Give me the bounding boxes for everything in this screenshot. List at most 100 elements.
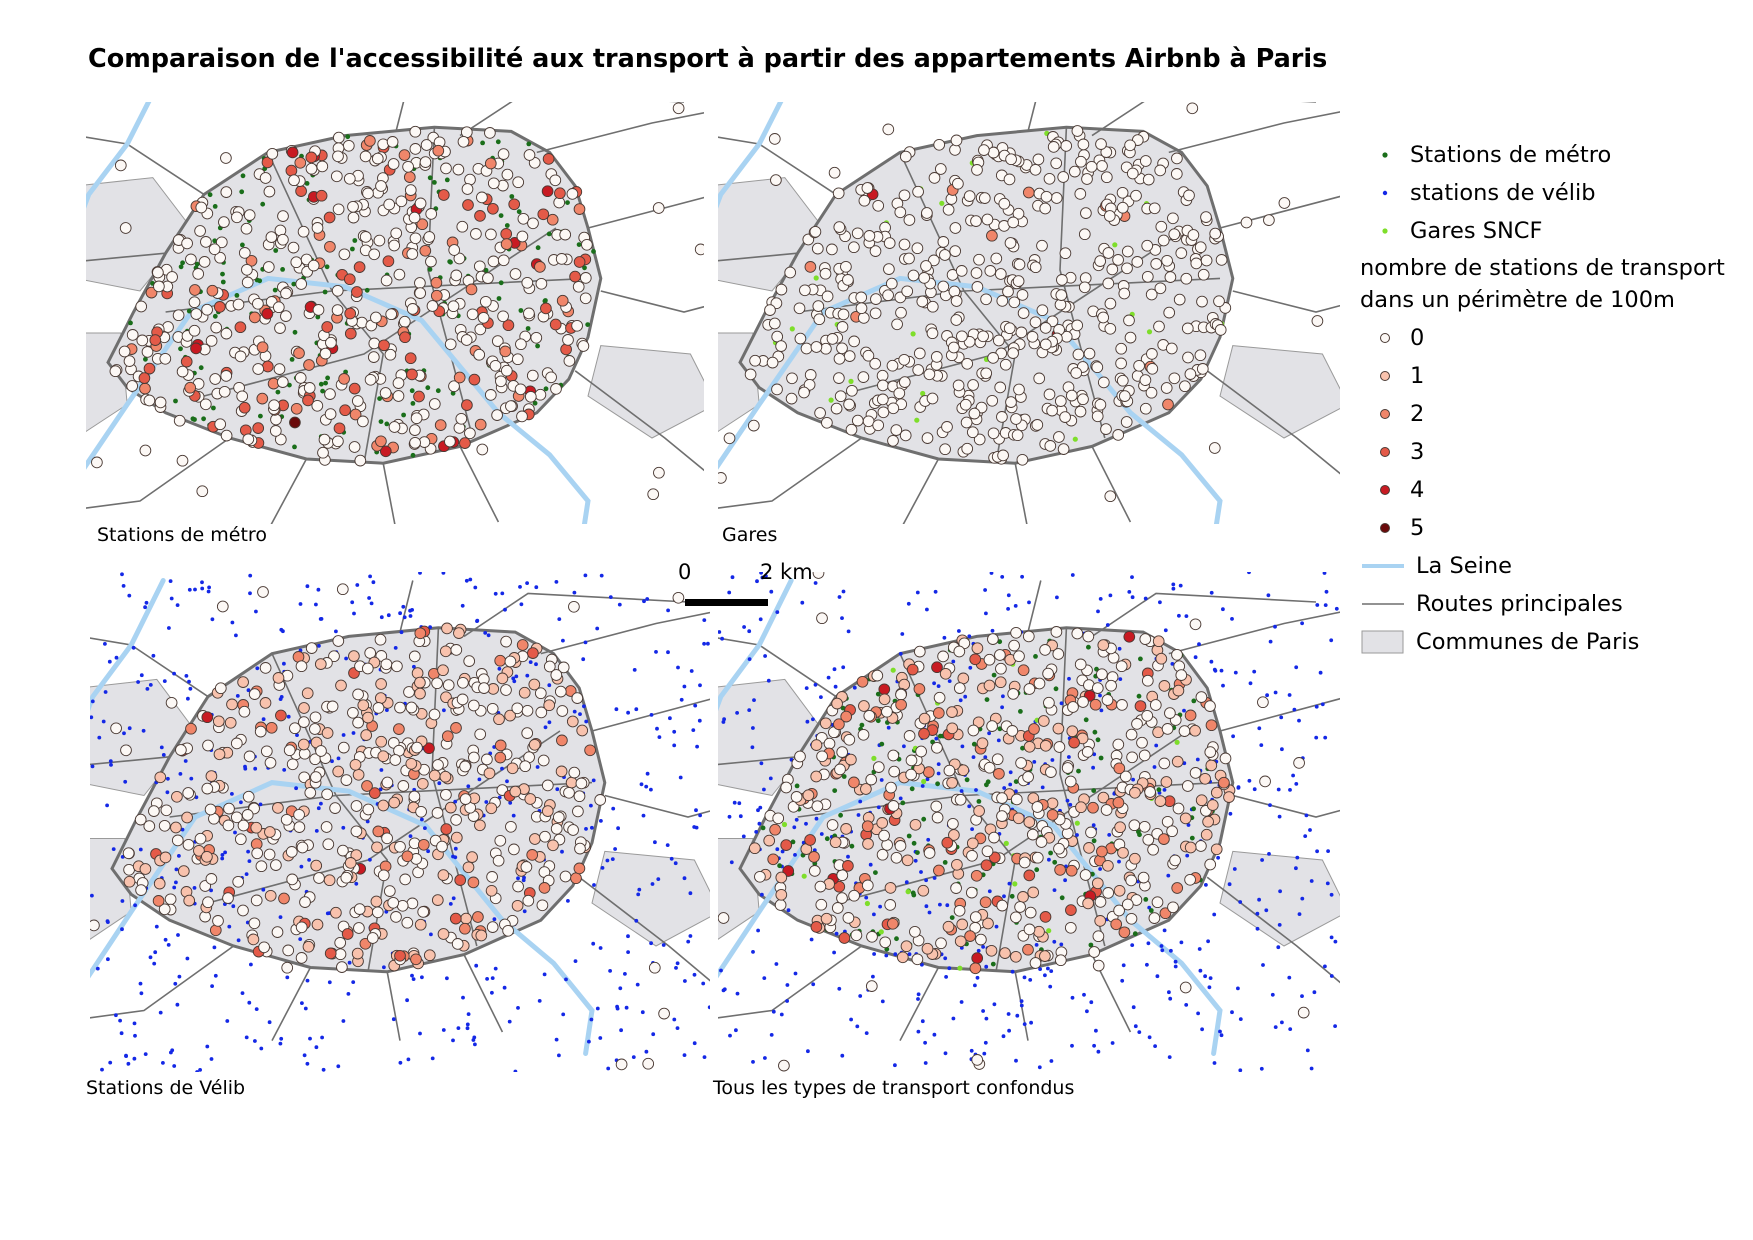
airbnb-apartment-point [310, 771, 322, 783]
metro-station-dot [128, 320, 133, 326]
velib-station-dot [639, 782, 644, 787]
airbnb-apartment-point [542, 153, 555, 165]
velib-station-dot [402, 615, 407, 620]
airbnb-apartment-point [290, 256, 303, 269]
caption-metro: Stations de métro [97, 524, 267, 546]
airbnb-apartment-point [848, 335, 860, 348]
velib-station-dot [254, 1007, 259, 1011]
airbnb-apartment-point [223, 802, 235, 815]
map-velib-svg [90, 572, 710, 1072]
velib-station-dot [768, 776, 773, 781]
airbnb-apartment-point [1103, 210, 1116, 222]
airbnb-apartment-point [557, 661, 570, 674]
velib-station-dot [698, 683, 702, 688]
velib-station-dot [143, 605, 147, 610]
airbnb-apartment-point [126, 380, 139, 392]
airbnb-apartment-point [1047, 141, 1060, 153]
airbnb-apartment-point [462, 861, 475, 874]
airbnb-apartment-point [520, 861, 533, 873]
airbnb-apartment-point [775, 283, 788, 296]
airbnb-apartment-point [943, 764, 956, 777]
airbnb-apartment-point [265, 721, 278, 734]
airbnb-apartment-point [1052, 722, 1065, 735]
velib-station-dot [90, 893, 94, 898]
airbnb-apartment-point [411, 667, 424, 679]
velib-station-dot [572, 590, 577, 595]
velib-station-dot [445, 976, 449, 981]
main-road [382, 463, 396, 524]
velib-station-dot [166, 776, 170, 781]
airbnb-apartment-point [201, 782, 214, 795]
velib-station-dot [1155, 974, 1160, 979]
airbnb-apartment-point [840, 710, 853, 723]
velib-station-dot [611, 806, 616, 811]
velib-station-dot [871, 974, 875, 979]
metro-station-dot [1091, 788, 1097, 793]
airbnb-apartment-point [274, 322, 286, 334]
velib-station-dot [683, 979, 687, 983]
metro-station-dot [304, 181, 310, 186]
velib-station-dot [305, 978, 310, 983]
airbnb-apartment-point [226, 698, 238, 711]
airbnb-apartment-point [534, 388, 547, 401]
velib-station-dot [1068, 802, 1073, 807]
velib-station-dot [1108, 593, 1113, 598]
airbnb-apartment-point [652, 202, 665, 214]
metro-dot-icon [1382, 152, 1388, 158]
velib-station-dot [1000, 575, 1005, 579]
velib-station-dot [508, 801, 513, 805]
airbnb-apartment-point [1064, 775, 1077, 788]
velib-station-dot [1280, 1020, 1284, 1025]
airbnb-apartment-point [987, 633, 999, 645]
legend-class-3: 3 [1360, 437, 1424, 467]
airbnb-apartment-point [271, 926, 284, 938]
legend-class-2: 2 [1360, 399, 1424, 429]
airbnb-apartment-point [252, 363, 265, 375]
main-road [604, 794, 710, 818]
velib-station-dot [1259, 743, 1264, 747]
velib-station-dot [1121, 963, 1126, 968]
airbnb-apartment-point [1141, 709, 1154, 722]
airbnb-apartment-point [800, 342, 813, 355]
velib-station-dot [1163, 628, 1168, 633]
airbnb-apartment-point [351, 395, 364, 407]
airbnb-apartment-point [489, 359, 502, 372]
velib-station-dot [1294, 665, 1299, 670]
airbnb-apartment-point [276, 376, 289, 388]
velib-station-dot [1184, 614, 1189, 618]
velib-station-dot [742, 625, 746, 629]
velib-station-dot [148, 955, 153, 960]
airbnb-apartment-point [1104, 322, 1117, 335]
velib-station-dot [236, 938, 241, 943]
velib-station-dot [886, 725, 891, 730]
velib-station-dot [1196, 1011, 1200, 1016]
metro-station-dot [180, 260, 185, 266]
airbnb-apartment-point [1094, 915, 1107, 927]
metro-station-dot [1143, 897, 1149, 902]
airbnb-apartment-point [508, 843, 520, 856]
velib-station-dot [793, 853, 797, 857]
airbnb-apartment-point [1043, 388, 1056, 401]
velib-station-dot [1248, 681, 1253, 686]
airbnb-apartment-point [554, 685, 567, 698]
airbnb-apartment-point [840, 823, 852, 835]
airbnb-apartment-point [1184, 873, 1196, 886]
airbnb-apartment-point [1010, 793, 1023, 806]
metro-station-dot [315, 314, 321, 320]
airbnb-apartment-point [842, 274, 854, 286]
airbnb-apartment-point [136, 334, 149, 347]
velib-station-dot [1322, 572, 1327, 575]
airbnb-apartment-point [248, 917, 261, 930]
velib-station-dot [996, 738, 1001, 743]
airbnb-apartment-point [351, 286, 363, 298]
airbnb-apartment-point [309, 723, 321, 735]
airbnb-apartment-point [255, 860, 268, 873]
airbnb-apartment-point [1028, 723, 1040, 735]
neighbour-commune [587, 345, 704, 439]
airbnb-apartment-point [1082, 897, 1094, 910]
main-road [463, 954, 504, 1033]
airbnb-apartment-point [431, 894, 444, 906]
velib-station-dot [792, 825, 797, 830]
airbnb-apartment-point [512, 176, 525, 189]
velib-station-dot [913, 858, 918, 863]
